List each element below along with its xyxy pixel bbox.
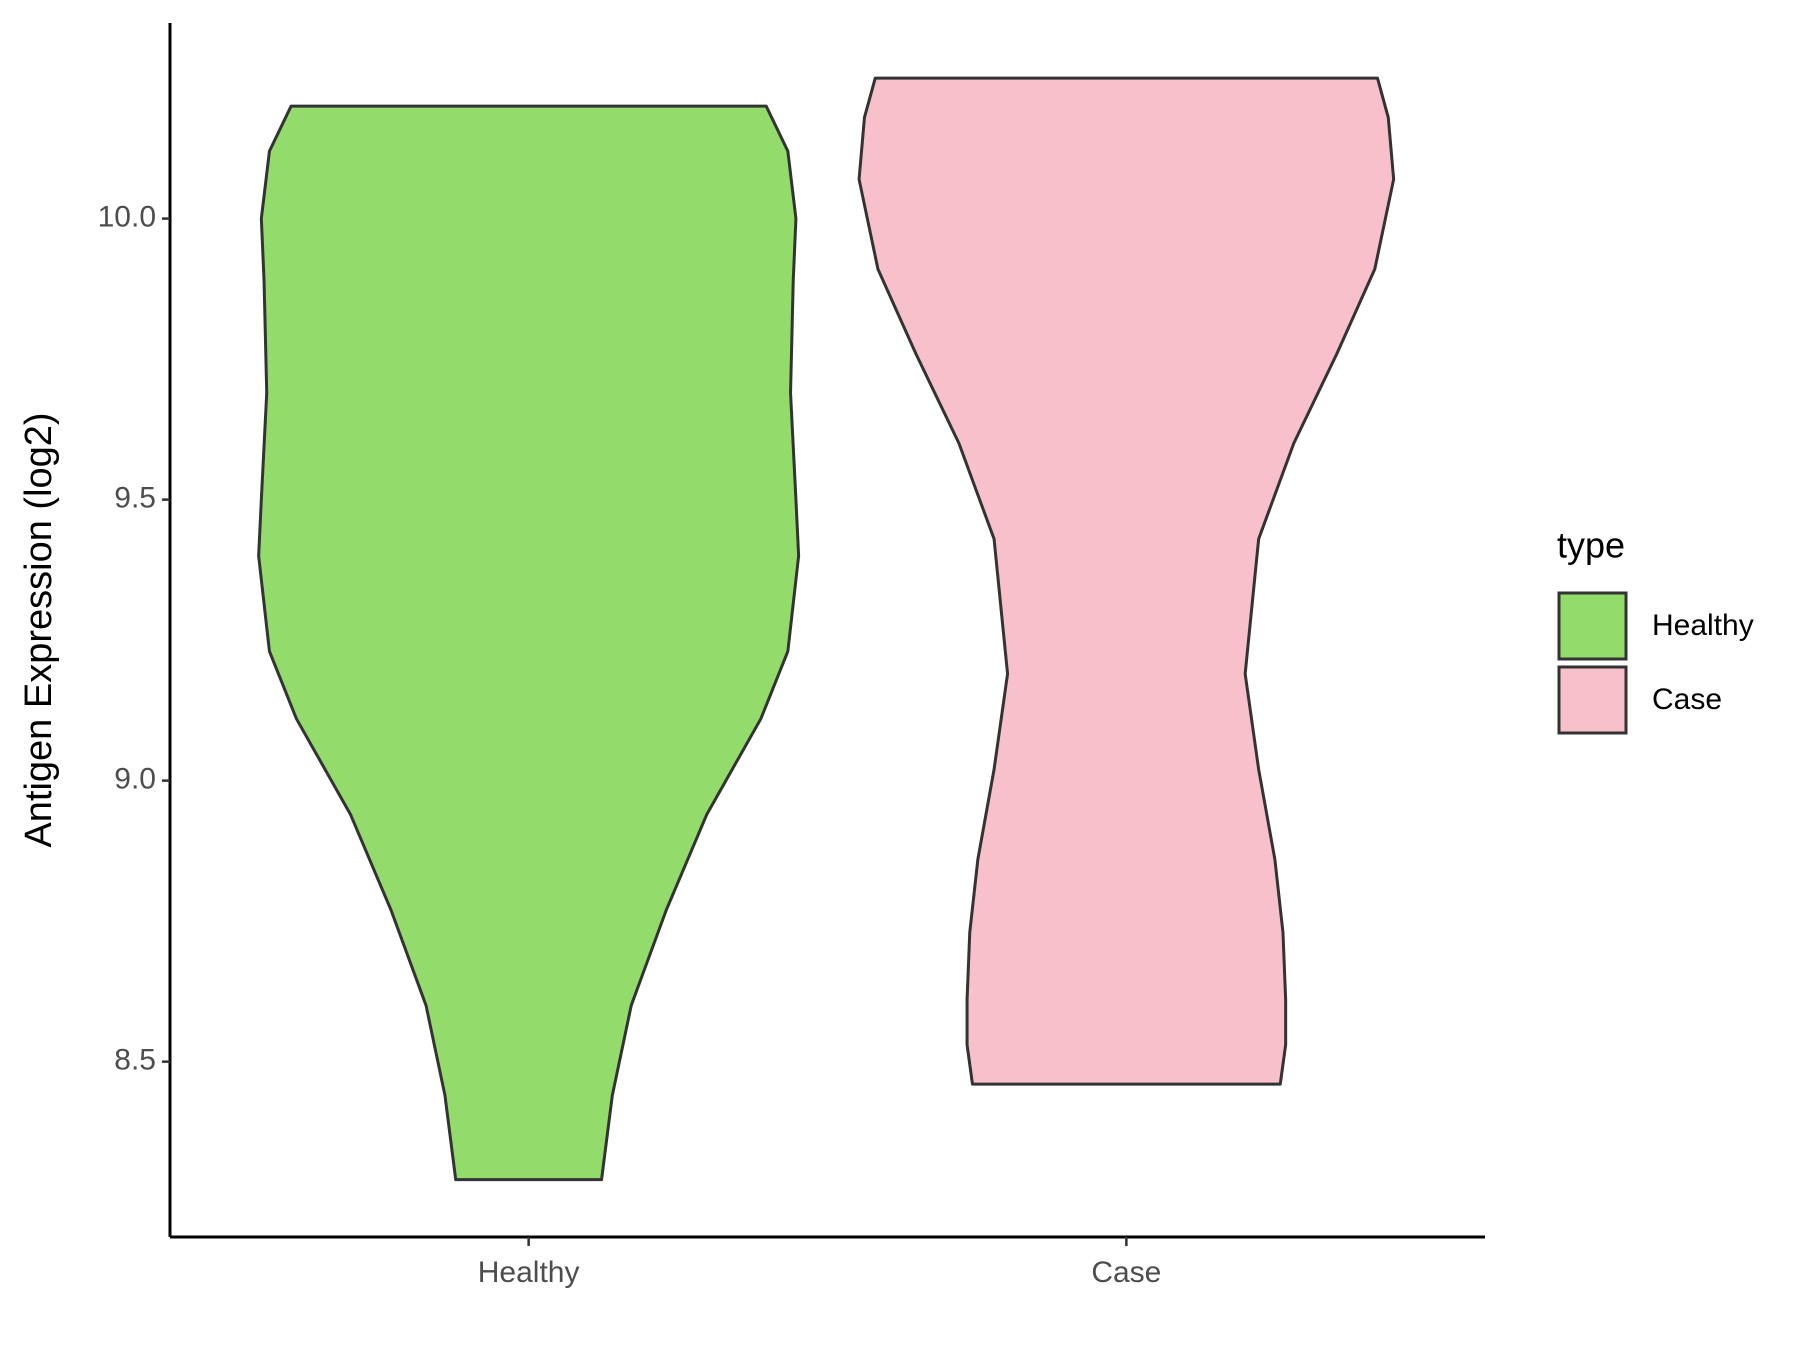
y-tick-label: 9.0 xyxy=(114,763,156,796)
y-tick-label: 10.0 xyxy=(98,201,156,234)
violin xyxy=(257,104,801,1182)
y-axis-label: Antigen Expression (log2) xyxy=(18,412,60,847)
legend-label: Case xyxy=(1652,683,1722,716)
violin xyxy=(857,76,1396,1086)
legend-key xyxy=(1557,591,1628,661)
legend-label: Healthy xyxy=(1652,609,1754,642)
x-tick-label: Healthy xyxy=(478,1256,580,1289)
y-tick-label: 9.5 xyxy=(114,482,156,515)
legend-title: type xyxy=(1557,525,1625,566)
legend-key xyxy=(1557,665,1628,735)
x-tick-label: Case xyxy=(1091,1256,1161,1289)
y-tick-label: 8.5 xyxy=(114,1044,156,1077)
